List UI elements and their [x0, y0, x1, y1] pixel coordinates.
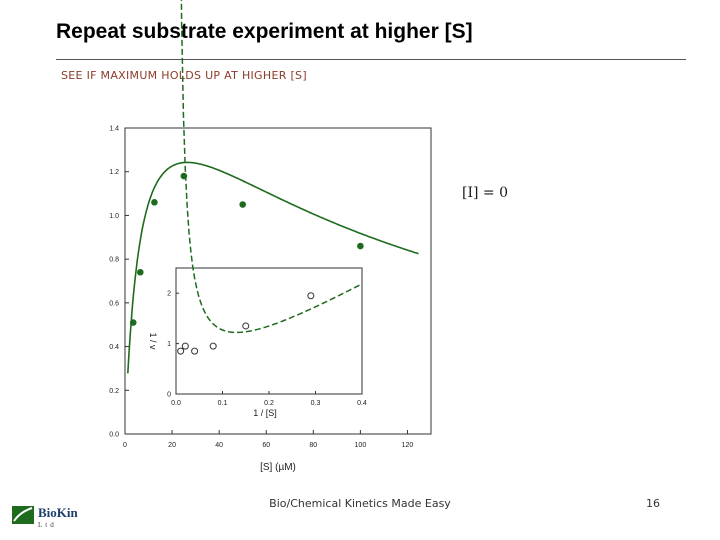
inset-data-point [177, 347, 185, 355]
title-divider [56, 59, 686, 60]
main-x-tick-label: 120 [402, 442, 414, 449]
main-x-tick-label: 20 [168, 442, 176, 449]
main-data-point [357, 242, 364, 250]
main-data-point [137, 268, 144, 276]
main-y-tick-label: 1.0 [109, 213, 119, 220]
inset-x-axis-label: 1 / [S] [253, 408, 277, 418]
inset-data-points [177, 292, 315, 355]
inset-x-tick-label: 0.4 [357, 400, 367, 407]
main-y-tick-label: 1.4 [109, 126, 119, 133]
inset-y-axis-label: 1 / v [148, 332, 158, 350]
main-data-point [239, 201, 246, 208]
inset-y-tick-label: 0 [167, 392, 171, 399]
page-number: 16 [646, 497, 660, 510]
main-y-tick-label: 0.6 [109, 300, 119, 307]
footer-text: Bio/Chemical Kinetics Made Easy [269, 497, 451, 510]
inset-data-point [242, 322, 250, 330]
inset-x-tick-label: 0.3 [311, 400, 321, 407]
main-y-tick-label: 0.0 [109, 432, 119, 439]
inset-y-tick-label: 1 [167, 341, 171, 348]
main-y-tick-label: 0.4 [109, 344, 119, 351]
inset-plot-frame [175, 267, 363, 395]
inset-x-tick-label: 0.1 [218, 400, 228, 407]
main-y-tick-label: 1.2 [109, 169, 119, 176]
main-fit-curve [127, 161, 419, 374]
main-x-tick-label: 40 [215, 442, 223, 449]
main-x-tick-label: 0 [123, 442, 127, 449]
main-data-point [151, 199, 158, 206]
main-data-point [129, 319, 137, 326]
inset-data-point [191, 347, 199, 355]
main-y-tick-label: 0.8 [109, 257, 119, 264]
biokin-logo: BioKin Ltd [12, 505, 79, 529]
main-x-axis-label: [S] (µM) [260, 462, 296, 473]
logo-text: BioKin [38, 505, 79, 520]
main-plot-frame [124, 127, 432, 435]
inhibitor-annotation: [I] = 0 [462, 185, 508, 201]
slide-subtitle: SEE IF MAXIMUM HOLDS UP AT HIGHER [S] [61, 69, 307, 82]
main-x-tick-label: 60 [262, 442, 270, 449]
main-x-tick-label: 100 [355, 442, 367, 449]
inset-fit-line [180, 0, 361, 334]
inset-data-point [307, 292, 315, 300]
slide-title: Repeat substrate experiment at higher [S… [56, 20, 473, 43]
inset-axis-ticks: 0.0 0.1 0.2 0.3 0.4 0 1 2 [167, 291, 367, 407]
logo-subtext: Ltd [38, 521, 57, 529]
main-y-tick-label: 0.2 [109, 388, 119, 395]
inset-data-point [181, 342, 189, 350]
main-x-tick-label: 80 [309, 442, 317, 449]
inset-y-tick-label: 2 [167, 291, 171, 298]
inset-x-tick-label: 0.0 [171, 400, 181, 407]
inset-data-point [209, 342, 217, 350]
inset-x-tick-label: 0.2 [264, 400, 274, 407]
